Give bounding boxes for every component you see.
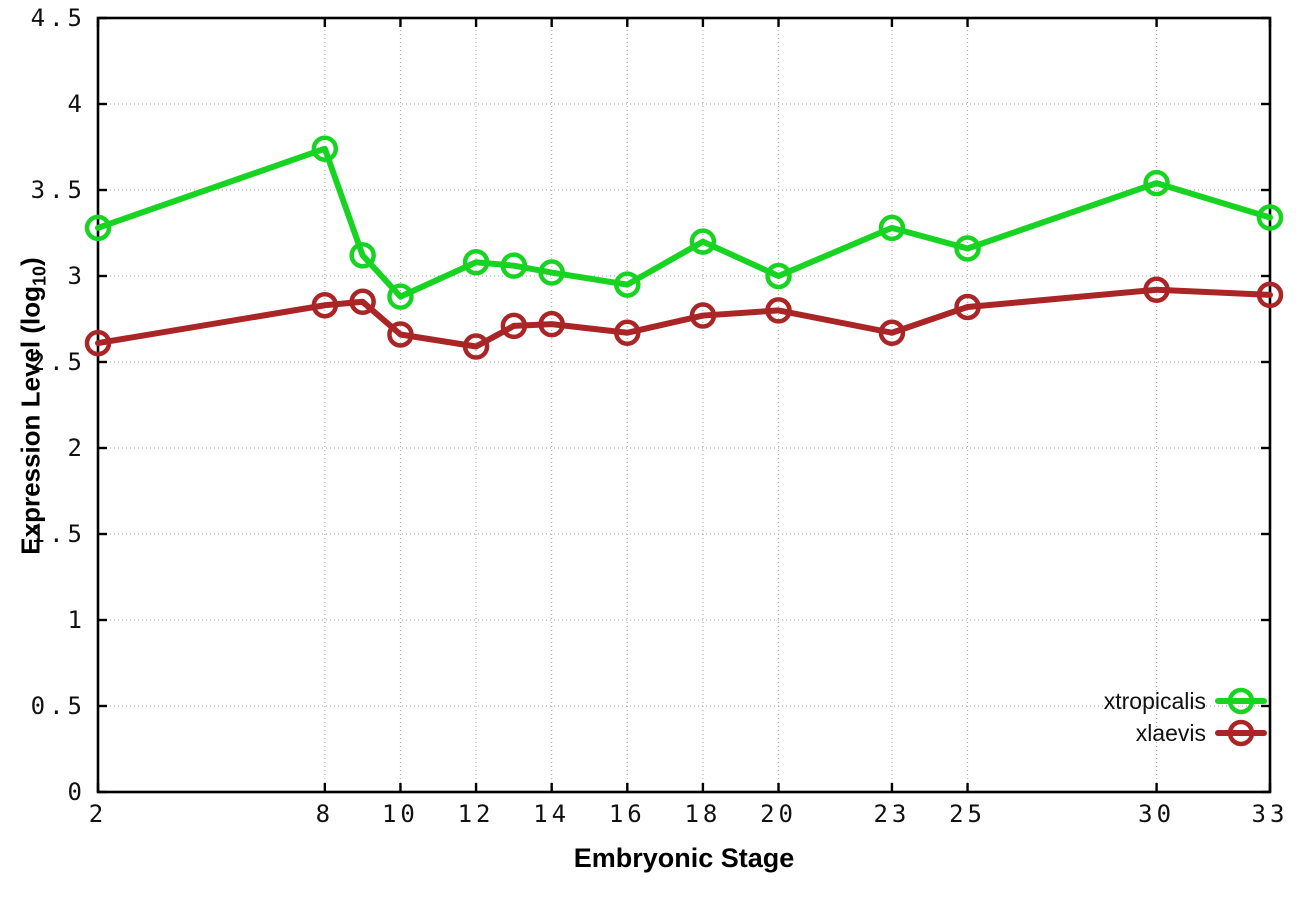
- data-point-xlaevis: [462, 333, 490, 360]
- y-tick-label: 2: [68, 434, 86, 462]
- y-tick-label: 3.5: [31, 176, 86, 204]
- x-tick-label: 12: [458, 800, 495, 828]
- data-point-xlaevis: [614, 319, 641, 347]
- data-point-xtropicalis: [311, 135, 339, 162]
- data-point-xlaevis: [500, 312, 528, 340]
- y-tick-label: 0: [68, 778, 86, 806]
- data-point-xtropicalis: [954, 235, 981, 262]
- x-tick-label: 30: [1138, 800, 1175, 828]
- x-tick-label: 18: [684, 800, 721, 828]
- x-tick-label: 33: [1252, 800, 1289, 828]
- x-axis-title: Embryonic Stage: [573, 843, 795, 873]
- legend-label-xtropicalis: xtropicalis: [1104, 688, 1206, 714]
- x-tick-label: 14: [533, 800, 570, 828]
- x-tick-label: 2: [89, 800, 107, 828]
- y-tick-label: 0.5: [31, 692, 86, 720]
- data-point-xlaevis: [1143, 276, 1170, 304]
- plot-border: [96, 16, 1272, 794]
- legend-sample-marker-xlaevis: [1227, 719, 1255, 747]
- y-tick-label: 4: [68, 90, 86, 118]
- data-point-xlaevis: [311, 291, 339, 319]
- x-tick-label: 23: [873, 800, 910, 828]
- y-tick-label: 3: [68, 262, 86, 290]
- data-point-xlaevis: [689, 302, 717, 329]
- data-point-xlaevis: [1256, 281, 1284, 309]
- data-point-xtropicalis: [878, 214, 906, 242]
- data-point-xtropicalis: [765, 262, 792, 290]
- x-tick-label: 20: [760, 800, 797, 828]
- y-tick-label: 2.5: [31, 348, 86, 376]
- legend-entry-xtropicalis: xtropicalis: [1104, 687, 1267, 715]
- data-point-xtropicalis: [349, 242, 376, 269]
- legend-label-xlaevis: xlaevis: [1136, 720, 1206, 746]
- y-tick-label: 4.5: [31, 4, 86, 32]
- x-tick-label: 16: [609, 800, 646, 828]
- data-point-xtropicalis: [387, 283, 414, 310]
- data-point-xlaevis: [538, 310, 565, 338]
- legend-sample-marker-xtropicalis: [1227, 687, 1255, 715]
- y-axis-title-text: Expression Level (log: [15, 285, 46, 555]
- data-point-xtropicalis: [84, 214, 112, 242]
- data-point-xlaevis: [349, 288, 376, 316]
- data-point-xlaevis: [765, 297, 792, 324]
- y-tick-label: 1.5: [31, 520, 86, 548]
- data-point-xlaevis: [387, 321, 414, 348]
- data-point-xtropicalis: [689, 228, 717, 255]
- x-tick-label: 25: [949, 800, 986, 828]
- data-point-xtropicalis: [462, 248, 490, 276]
- x-tick-label: 8: [316, 800, 334, 828]
- y-axis-title-suffix: ): [15, 257, 46, 266]
- series-line-xlaevis: [95, 286, 1273, 350]
- series-line-xtropicalis: [95, 145, 1273, 300]
- data-point-xlaevis: [84, 329, 112, 357]
- data-point-xtropicalis: [538, 259, 565, 286]
- y-tick-label: 1: [68, 606, 86, 634]
- data-point-xtropicalis: [1256, 204, 1284, 231]
- data-point-xlaevis: [878, 319, 906, 347]
- data-point-xtropicalis: [500, 252, 528, 279]
- data-point-xtropicalis: [614, 271, 641, 298]
- x-tick-label: 10: [382, 800, 419, 828]
- y-axis-title: Expression Level (log10): [15, 257, 50, 555]
- data-point-xtropicalis: [1143, 169, 1170, 197]
- legend-entry-xlaevis: xlaevis: [1136, 719, 1267, 747]
- data-point-xlaevis: [954, 293, 981, 321]
- y-axis-title-subscript: 10: [29, 265, 50, 286]
